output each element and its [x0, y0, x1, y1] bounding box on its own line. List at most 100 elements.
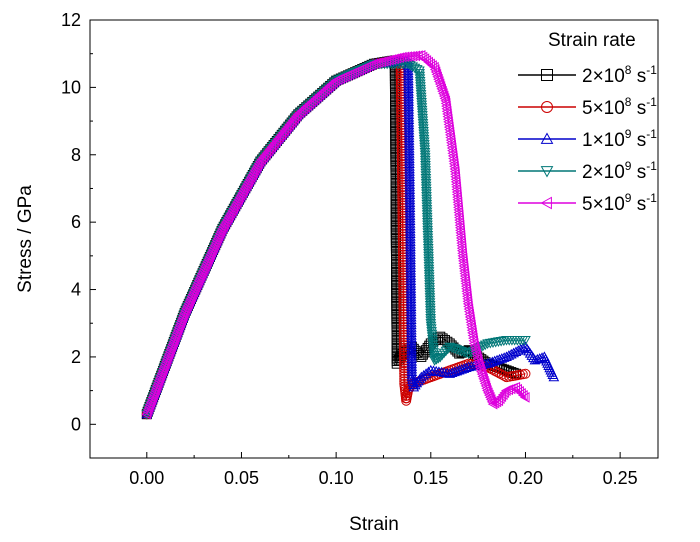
- data-point: [188, 286, 199, 298]
- data-point: [407, 379, 419, 389]
- data-point: [142, 406, 152, 418]
- legend-marker: [540, 166, 554, 178]
- data-point: [395, 78, 406, 89]
- data-point: [187, 289, 198, 300]
- data-point: [440, 346, 452, 357]
- data-point: [286, 117, 296, 128]
- data-point: [421, 212, 433, 223]
- data-point: [422, 243, 434, 254]
- data-point: [437, 85, 447, 97]
- data-point: [396, 109, 407, 120]
- data-point: [395, 70, 406, 81]
- data-point: [229, 201, 240, 212]
- data-point: [397, 239, 408, 250]
- data-point: [415, 87, 427, 98]
- data-point: [485, 394, 496, 405]
- data-point: [438, 90, 449, 102]
- data-point: [449, 366, 460, 377]
- data-point: [154, 372, 165, 384]
- data-point: [398, 265, 409, 276]
- data-point: [240, 180, 251, 192]
- data-point: [291, 111, 301, 122]
- data-point: [426, 332, 438, 342]
- data-point: [287, 115, 298, 126]
- data-point: [432, 71, 442, 83]
- data-point: [230, 198, 241, 210]
- data-point: [420, 166, 431, 176]
- data-point: [419, 140, 430, 150]
- data-point: [324, 80, 335, 92]
- data-point: [430, 66, 441, 78]
- data-point: [210, 237, 221, 249]
- data-point: [429, 61, 439, 73]
- data-point: [451, 345, 463, 355]
- data-point: [397, 215, 408, 226]
- data-point: [145, 396, 156, 408]
- data-point: [417, 124, 429, 134]
- data-point: [141, 408, 151, 420]
- data-point: [471, 351, 482, 362]
- data-point: [209, 239, 220, 251]
- x-tick-label: 0.25: [603, 468, 638, 488]
- data-point: [397, 213, 408, 224]
- data-point: [420, 184, 432, 194]
- legend-label: 5×109 s-1: [582, 191, 657, 215]
- data-point: [458, 347, 470, 358]
- data-point: [425, 306, 436, 316]
- data-point: [397, 197, 408, 208]
- data-point: [207, 244, 218, 256]
- data-point: [150, 384, 160, 396]
- y-tick-label: 4: [71, 280, 81, 300]
- data-point: [499, 370, 510, 381]
- data-point: [423, 262, 435, 272]
- data-point: [436, 83, 446, 95]
- data-point: [420, 158, 431, 169]
- data-point: [398, 283, 409, 294]
- data-point: [427, 337, 439, 348]
- data-point: [417, 111, 428, 121]
- data-point: [143, 401, 154, 413]
- series-layer: [141, 50, 560, 420]
- data-point: [423, 251, 434, 262]
- data-point: [425, 58, 435, 70]
- data-point: [420, 181, 432, 192]
- data-point: [437, 88, 448, 99]
- data-point: [294, 107, 305, 118]
- data-point: [395, 65, 406, 76]
- data-point: [427, 340, 439, 350]
- data-point: [456, 346, 467, 357]
- data-point: [423, 275, 435, 285]
- data-point: [417, 121, 429, 132]
- data-point: [160, 358, 170, 370]
- data-point: [416, 105, 428, 116]
- data-point: [394, 52, 404, 64]
- data-point: [239, 183, 250, 194]
- data-point: [176, 314, 187, 326]
- data-point: [395, 68, 406, 79]
- data-point: [163, 348, 174, 360]
- data-point: [419, 153, 431, 163]
- data-point: [422, 218, 433, 228]
- data-point: [396, 148, 407, 159]
- data-point: [422, 236, 434, 246]
- data-point: [261, 147, 272, 159]
- data-point: [208, 242, 219, 253]
- data-point: [213, 230, 224, 242]
- data-point: [396, 158, 407, 169]
- legend-item: 2×109 s-1: [518, 159, 657, 183]
- series-5: [141, 50, 530, 420]
- data-point: [420, 168, 432, 179]
- data-point: [225, 207, 236, 219]
- x-tick-label: 0.20: [508, 468, 543, 488]
- data-point: [162, 353, 172, 365]
- data-point: [396, 130, 407, 141]
- data-point: [396, 101, 407, 112]
- data-point: [474, 361, 485, 373]
- data-point: [415, 50, 426, 61]
- data-point: [233, 194, 244, 206]
- y-tick-label: 6: [71, 212, 81, 232]
- data-point: [180, 305, 190, 317]
- data-point: [456, 364, 467, 374]
- data-point: [498, 352, 510, 362]
- data-point: [469, 340, 480, 352]
